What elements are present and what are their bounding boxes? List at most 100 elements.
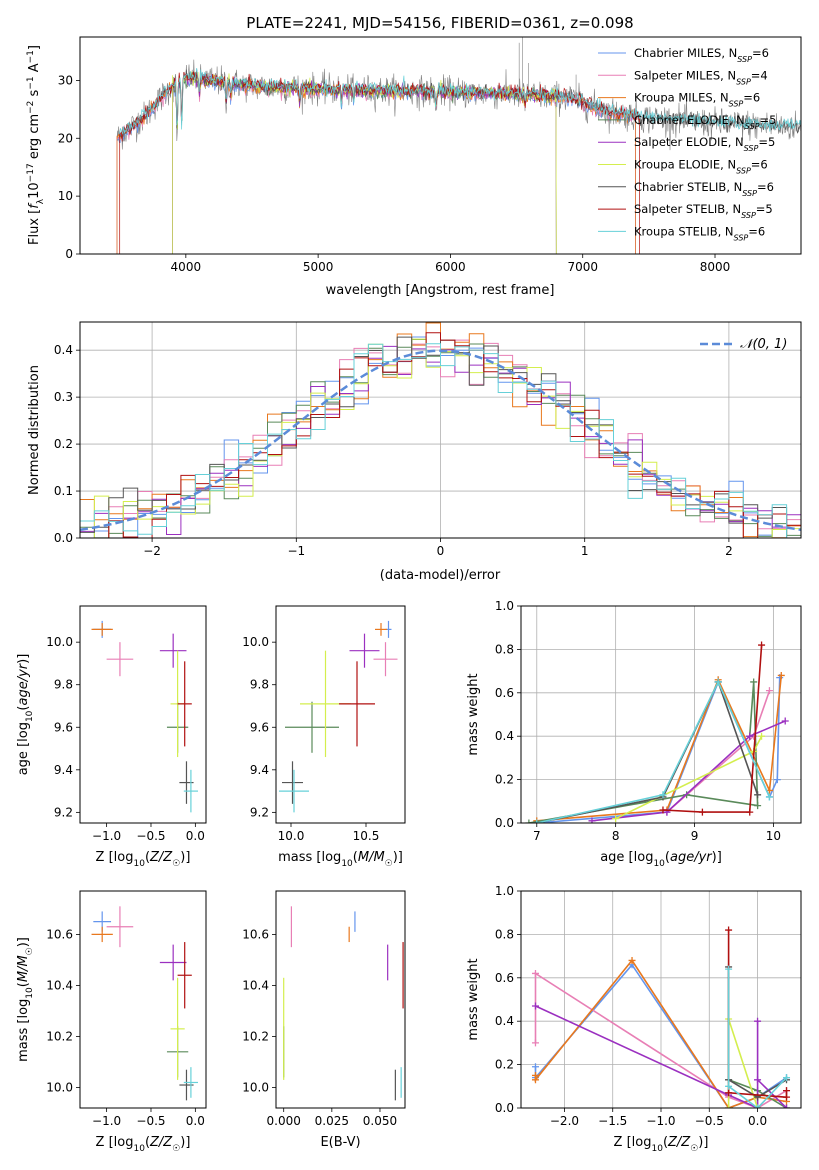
y-tick-label: 0.0 bbox=[495, 816, 514, 830]
y-axis-label: Normed distribution bbox=[27, 365, 42, 495]
y-tick-label: 0.3 bbox=[54, 390, 73, 404]
weight-marker bbox=[783, 1074, 791, 1082]
x-tick-label: −1 bbox=[287, 544, 305, 558]
weight-marker bbox=[531, 1039, 539, 1047]
legend-sub: SSP bbox=[744, 144, 759, 153]
plot-area bbox=[279, 620, 398, 813]
label-part: ☉ bbox=[25, 947, 35, 955]
y-tick-label: 10.6 bbox=[242, 927, 269, 941]
axes-spines bbox=[79, 36, 802, 255]
y-tick-label: 10.2 bbox=[242, 1030, 269, 1044]
weight-line-8 bbox=[662, 645, 763, 813]
label-part: 10 bbox=[27, 182, 42, 199]
panel-mass_vs_ebv: 0.000 0.025 0.050 10.0 10.2 10.4 10.6 E(B-V) bbox=[242, 890, 406, 1150]
legend-text: Chabrier STELIB, N bbox=[634, 180, 742, 194]
weight-marker bbox=[725, 1082, 733, 1090]
legend-sub: SSP bbox=[745, 121, 760, 130]
legend-suffix: =6 bbox=[757, 180, 774, 194]
x-tick-label: −1.0 bbox=[92, 1114, 121, 1128]
label-part: ( bbox=[16, 982, 31, 987]
x-tick-label: 4000 bbox=[171, 260, 202, 274]
x-tick-label: −0.5 bbox=[136, 1114, 165, 1128]
weight-marker bbox=[777, 671, 785, 679]
label-part: mass [log bbox=[16, 999, 31, 1062]
y-tick-label: 1.0 bbox=[495, 599, 514, 613]
legend-sub: SSP bbox=[737, 55, 752, 64]
y-tick-label: 10.4 bbox=[46, 978, 73, 992]
label-part: E(B-V) bbox=[320, 1135, 360, 1150]
legend-entry-normal: 𝒩(0, 1) bbox=[740, 337, 787, 352]
y-tick-label: 30 bbox=[58, 73, 73, 87]
x-axis-label: (data-model)/error bbox=[380, 568, 501, 583]
label-part: Z [log bbox=[96, 850, 134, 865]
y-tick-label: 0.6 bbox=[495, 971, 514, 985]
weight-marker bbox=[754, 1017, 762, 1025]
y-tick-label: 10.0 bbox=[242, 635, 269, 649]
label-part: )] bbox=[16, 937, 31, 947]
panel-residual_hist: −2 −1 0 1 2 0.0 0.1 0.2 0.3 0.4 𝒩(0, 1) (data-model… bbox=[27, 321, 802, 583]
y-tick-label: 9.8 bbox=[250, 678, 269, 692]
axes-spines bbox=[520, 605, 802, 824]
label-part: ( bbox=[16, 706, 31, 711]
y-tick-label: 0.6 bbox=[495, 686, 514, 700]
legend-suffix: =6 bbox=[743, 91, 760, 105]
x-axis-label: E(B-V) bbox=[320, 1135, 360, 1150]
plot-area bbox=[80, 322, 801, 538]
model-spectrum-line-1 bbox=[116, 74, 636, 254]
axes-spines bbox=[275, 890, 406, 1109]
label-part: 10 bbox=[25, 987, 35, 999]
legend-sub: SSP bbox=[729, 99, 744, 108]
y-tick-label: 0.0 bbox=[54, 531, 73, 545]
label-part: age [log bbox=[600, 850, 653, 865]
label-part: 10 bbox=[651, 1144, 663, 1154]
y-axis-label: age [log10(age/yr)] bbox=[16, 654, 35, 776]
weight-marker bbox=[612, 815, 620, 823]
label-part: f bbox=[27, 202, 42, 209]
weight-marker bbox=[659, 806, 667, 814]
label-part: Z/Z bbox=[667, 1135, 691, 1150]
weight-marker bbox=[781, 717, 789, 725]
x-tick-label: 10.5 bbox=[353, 829, 380, 843]
legend-text: Kroupa STELIB, N bbox=[634, 224, 734, 238]
label-part: ( bbox=[145, 1135, 150, 1150]
legend-text: Kroupa ELODIE, N bbox=[634, 158, 736, 172]
x-tick-label: 6000 bbox=[435, 260, 466, 274]
plot-area bbox=[116, 37, 801, 254]
y-tick-label: 10.0 bbox=[46, 1081, 73, 1095]
weight-marker bbox=[765, 793, 773, 801]
x-tick-label: 0.050 bbox=[363, 1114, 397, 1128]
plot-area bbox=[91, 620, 199, 813]
y-tick-label: 0.2 bbox=[495, 773, 514, 787]
y-tick-label: 0.8 bbox=[495, 927, 514, 941]
weight-marker bbox=[754, 1076, 762, 1084]
normal-reference-curve bbox=[80, 349, 801, 532]
axes-frame: 4000 5000 6000 7000 8000 0 10 20 30 wavelength [A… bbox=[26, 36, 802, 298]
y-tick-label: 10.2 bbox=[46, 1030, 73, 1044]
label-part: 10 bbox=[133, 1144, 145, 1154]
y-tick-label: 0 bbox=[65, 247, 73, 261]
axes-frame: 0.000 0.025 0.050 10.0 10.2 10.4 10.6 E(B-V) bbox=[242, 890, 406, 1150]
legend-entry-4: Chabrier ELODIE, NSSP=5 bbox=[634, 113, 776, 130]
x-tick-label: 1 bbox=[581, 544, 589, 558]
weight-marker bbox=[725, 1089, 733, 1097]
axes-frame: −1.0 −0.5 0.010.010.210.410.6Z [log10(Z/Z☉… bbox=[16, 890, 207, 1154]
x-axis-label: Z [log10(Z/Z☉)] bbox=[96, 850, 191, 869]
label-part: M/M bbox=[16, 955, 31, 982]
hist-step-9 bbox=[80, 343, 801, 538]
legend-sub: SSP bbox=[736, 77, 751, 86]
label-part: ] bbox=[27, 45, 42, 50]
x-tick-label: −1.5 bbox=[598, 1114, 627, 1128]
label-part: ☉ bbox=[172, 1144, 180, 1154]
label-part: Z [log bbox=[614, 1135, 652, 1150]
plot-area bbox=[283, 906, 404, 1101]
x-tick-label: −1.0 bbox=[646, 1114, 675, 1128]
y-tick-label: 0.2 bbox=[495, 1058, 514, 1072]
label-part: )] bbox=[180, 850, 190, 865]
x-tick-label: 8 bbox=[612, 829, 620, 843]
y-tick-label: 1.0 bbox=[495, 884, 514, 898]
legend-suffix: =5 bbox=[760, 113, 777, 127]
y-tick-label: 9.6 bbox=[54, 720, 73, 734]
legend-entry-3: Kroupa MILES, NSSP=6 bbox=[634, 91, 760, 109]
y-tick-label: 0.0 bbox=[495, 1101, 514, 1115]
